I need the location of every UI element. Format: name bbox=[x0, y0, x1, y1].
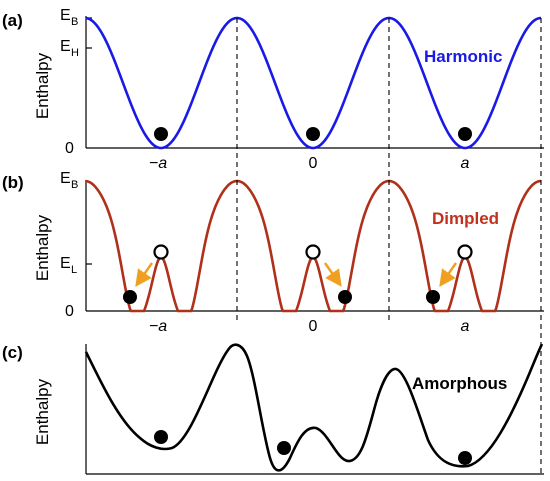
svg-text:E: E bbox=[60, 7, 71, 24]
level-label-el-b: E L bbox=[60, 255, 77, 276]
amorphous-title: Amorphous bbox=[412, 374, 507, 393]
harmonic-potential-curve bbox=[85, 16, 542, 150]
arrow bbox=[135, 262, 153, 287]
level-label-zero-a: 0 bbox=[65, 140, 74, 157]
ylabel-a: Enthalpy bbox=[33, 52, 52, 119]
level-label-eh-a: E H bbox=[60, 38, 79, 59]
panel-b: (b) Enthalpy E B E L 0 Dimpled −a 0 a bbox=[2, 170, 544, 335]
level-label-eb-b: E B bbox=[60, 170, 78, 191]
panel-label-a: (a) bbox=[2, 11, 23, 30]
panel-c: (c) Enthalpy Amorphous bbox=[2, 343, 544, 475]
ylabel-c: Enthalpy bbox=[33, 378, 52, 445]
dimpled-title: Dimpled bbox=[432, 209, 499, 228]
filled-ball bbox=[154, 127, 168, 141]
ylabel-b: Enthalpy bbox=[33, 214, 52, 281]
x-tick-minus-a: −a bbox=[149, 318, 167, 335]
svg-text:B: B bbox=[71, 16, 78, 28]
svg-text:E: E bbox=[60, 170, 71, 187]
filled-ball bbox=[458, 127, 472, 141]
open-ball bbox=[305, 244, 321, 260]
filled-ball bbox=[458, 451, 472, 465]
filled-ball bbox=[306, 127, 320, 141]
filled-ball bbox=[426, 290, 440, 304]
svg-text:E: E bbox=[60, 38, 71, 55]
level-label-zero-b: 0 bbox=[65, 303, 74, 320]
svg-text:L: L bbox=[71, 264, 77, 276]
x-tick-plus-a: a bbox=[461, 155, 470, 172]
open-ball bbox=[153, 244, 169, 260]
panel-label-c: (c) bbox=[2, 343, 23, 362]
svg-text:E: E bbox=[60, 255, 71, 272]
panel-label-b: (b) bbox=[2, 173, 24, 192]
harmonic-title: Harmonic bbox=[424, 47, 502, 66]
filled-ball bbox=[154, 430, 168, 444]
level-label-eb-a: E B bbox=[60, 7, 78, 28]
arrow bbox=[324, 262, 342, 287]
filled-ball bbox=[338, 290, 352, 304]
amorphous-potential-curve bbox=[84, 343, 544, 472]
arrow bbox=[439, 262, 457, 287]
filled-ball bbox=[277, 441, 291, 455]
x-tick-plus-a: a bbox=[461, 318, 470, 335]
svg-text:B: B bbox=[71, 179, 78, 191]
panel-a: (a) Enthalpy E B E H 0 Harmonic −a 0 a bbox=[2, 7, 544, 172]
x-tick-zero: 0 bbox=[309, 318, 318, 335]
open-ball bbox=[457, 244, 473, 260]
svg-text:H: H bbox=[71, 47, 79, 59]
x-tick-minus-a: −a bbox=[149, 155, 167, 172]
filled-ball bbox=[123, 290, 137, 304]
x-tick-zero: 0 bbox=[309, 155, 318, 172]
